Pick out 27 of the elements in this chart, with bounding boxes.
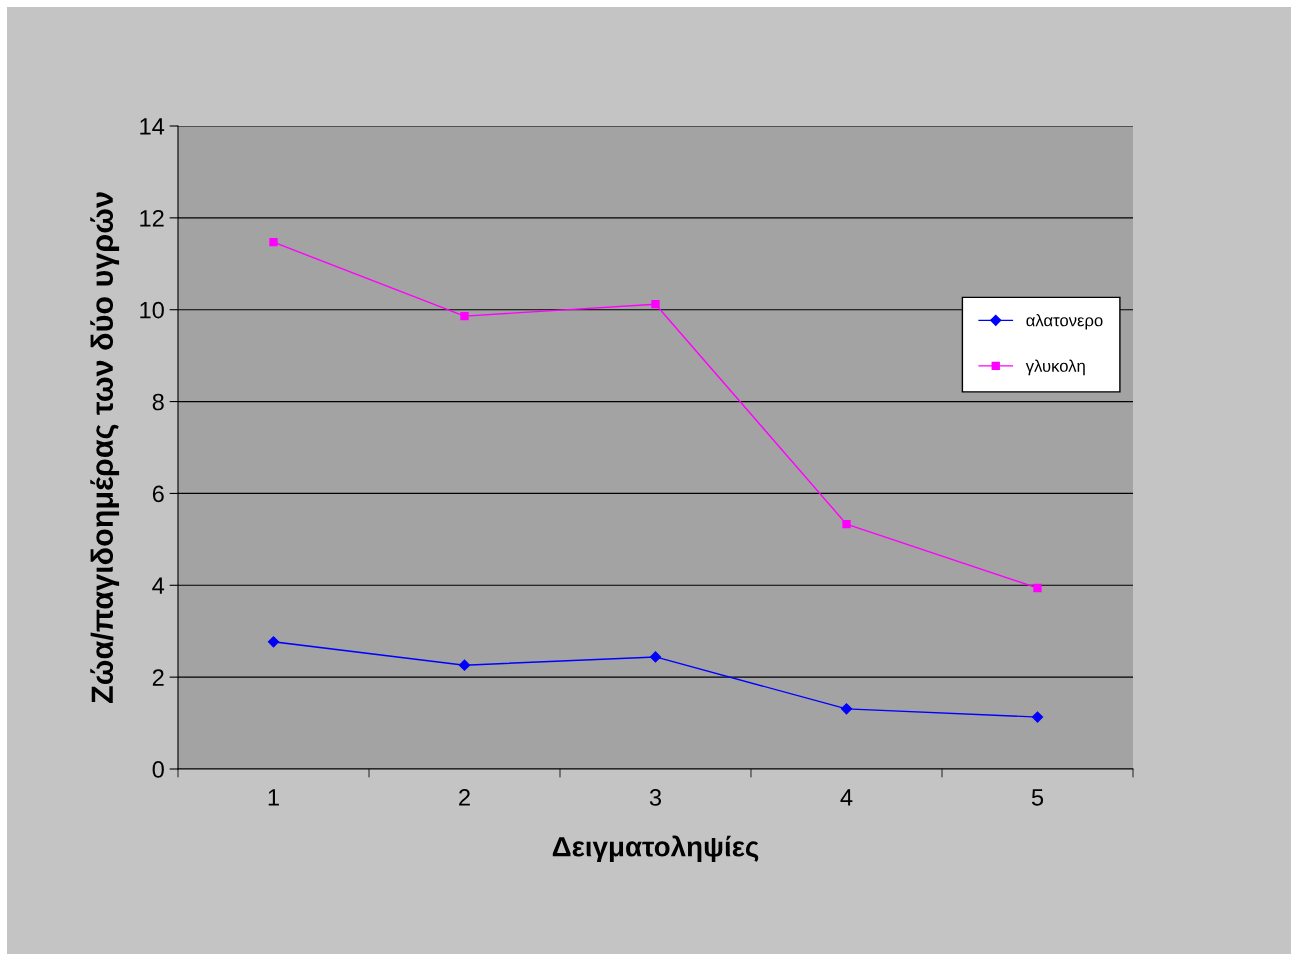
legend-label: αλατονερο	[1026, 314, 1103, 330]
point	[267, 636, 280, 648]
point	[458, 659, 471, 671]
point	[651, 300, 660, 309]
point	[1033, 583, 1042, 593]
x-tick-label: 3	[649, 789, 662, 806]
point	[840, 703, 853, 715]
point	[842, 520, 851, 529]
point	[649, 651, 662, 663]
point	[269, 238, 278, 247]
y-tick-label: 8	[152, 393, 164, 411]
x-tick-label: 2	[459, 789, 470, 806]
y-tick-label: 14	[140, 118, 165, 135]
x-axis-title: Δειγματοληψίες	[552, 835, 759, 863]
x-tick-label: 1	[268, 789, 279, 806]
y-tick-label: 6	[152, 485, 164, 503]
point	[460, 311, 469, 321]
y-tick-label: 0	[152, 761, 164, 778]
y-axis-title: Ζώα/παγιδοημέρας των δύο υγρών	[90, 192, 120, 704]
y-tick-label: 12	[140, 209, 164, 227]
y-tick-label: 4	[152, 577, 165, 594]
y-tick-label: 2	[152, 669, 164, 686]
x-tick-label: 4	[840, 789, 853, 806]
x-tick-label: 5	[1031, 789, 1044, 806]
point	[1031, 711, 1044, 723]
y-tick-label: 10	[140, 301, 164, 319]
legend-label: γλυκολη	[1025, 359, 1085, 376]
